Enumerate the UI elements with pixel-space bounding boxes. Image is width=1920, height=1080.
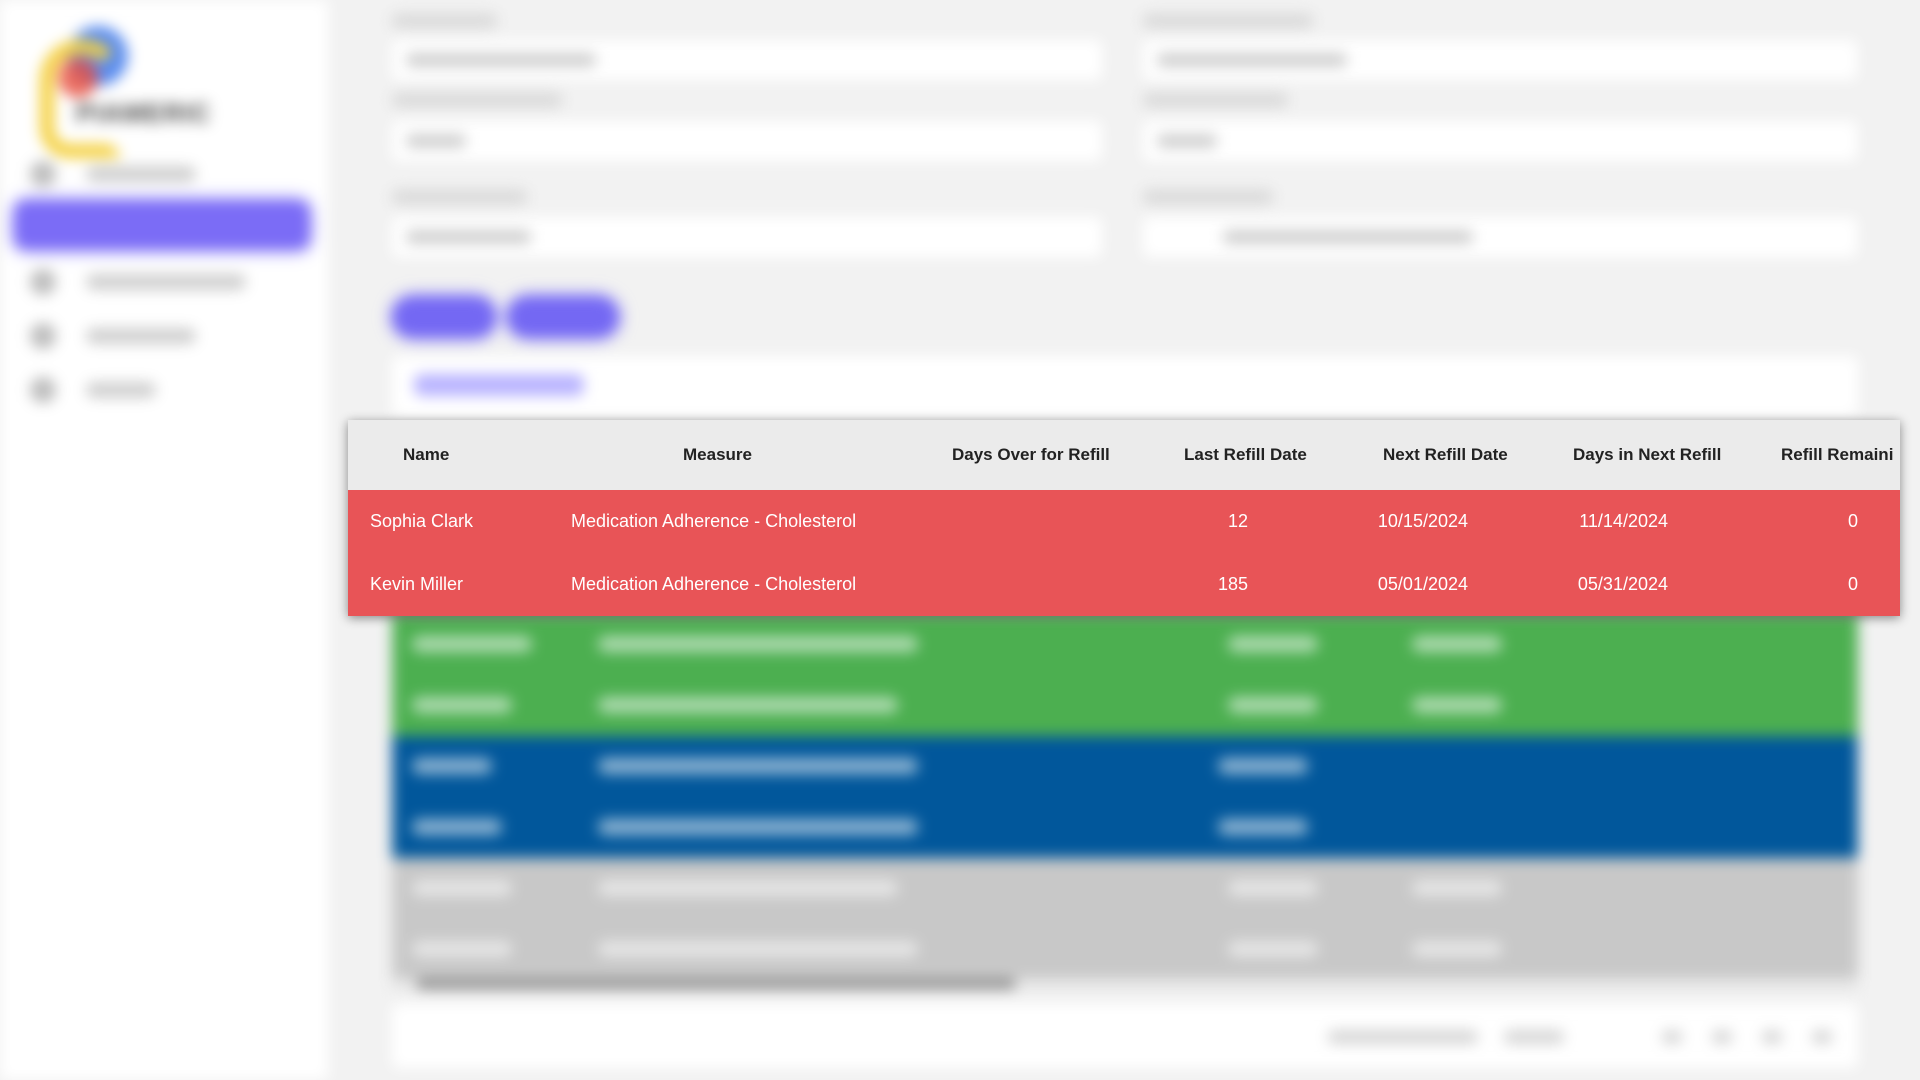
column-header-days-over[interactable]: Days Over for Refill bbox=[952, 445, 1110, 464]
apply-button[interactable] bbox=[392, 296, 496, 338]
table-row[interactable] bbox=[392, 736, 1858, 797]
gear-icon bbox=[30, 323, 56, 349]
table-header: Name Measure Days Over for Refill Last R… bbox=[348, 420, 1900, 490]
table-row[interactable]: Kevin Miller Medication Adherence - Chol… bbox=[348, 553, 1900, 616]
cell-days-next: 0 bbox=[1847, 574, 1858, 594]
sidebar-item-5[interactable] bbox=[30, 372, 290, 408]
sidebar-item-active[interactable] bbox=[14, 200, 310, 250]
sidebar-item-4[interactable] bbox=[30, 318, 290, 354]
list-icon bbox=[30, 269, 56, 295]
reset-button[interactable] bbox=[507, 296, 619, 338]
app-logo: PIAMERIC bbox=[28, 20, 210, 158]
patient-table: Name Measure Days Over for Refill Last R… bbox=[348, 420, 1900, 616]
cell-measure: Medication Adherence - Cholesterol bbox=[571, 574, 857, 594]
options-icon bbox=[30, 377, 56, 403]
table-row[interactable] bbox=[392, 797, 1858, 858]
cell-next-refill: 05/31/2024 bbox=[1577, 574, 1668, 594]
column-header-next-refill[interactable]: Next Refill Date bbox=[1383, 445, 1508, 464]
pagination-bar bbox=[392, 1004, 1858, 1068]
sidebar-item-3[interactable] bbox=[30, 264, 290, 300]
sidebar-item-1[interactable] bbox=[30, 156, 290, 192]
filter-select-5[interactable] bbox=[392, 217, 1102, 257]
search-input[interactable] bbox=[1143, 217, 1857, 257]
filter-select-3[interactable] bbox=[392, 121, 1102, 161]
table-row[interactable] bbox=[392, 919, 1858, 980]
column-header-name[interactable]: Name bbox=[403, 445, 450, 464]
column-header-refill-remaining[interactable]: Refill Remaini bbox=[1781, 445, 1894, 464]
sidebar: PIAMERIC bbox=[0, 0, 328, 1080]
cell-days-over: 185 bbox=[1217, 574, 1248, 594]
table-row[interactable] bbox=[392, 858, 1858, 919]
filter-select-2[interactable] bbox=[1143, 40, 1857, 80]
scrollbar-thumb[interactable] bbox=[416, 979, 1016, 989]
horizontal-scrollbar[interactable] bbox=[392, 978, 1858, 990]
table-row[interactable]: Sophia Clark Medication Adherence - Chol… bbox=[348, 490, 1900, 553]
dashboard-icon bbox=[30, 161, 56, 187]
cell-last-refill: 05/01/2024 bbox=[1377, 574, 1468, 594]
column-header-days-next[interactable]: Days in Next Refill bbox=[1573, 445, 1722, 464]
cell-next-refill: 11/14/2024 bbox=[1579, 511, 1668, 531]
column-header-measure[interactable]: Measure bbox=[683, 445, 752, 464]
table-row[interactable] bbox=[392, 675, 1858, 736]
column-header-last-refill[interactable]: Last Refill Date bbox=[1184, 445, 1307, 464]
cell-name: Kevin Miller bbox=[370, 574, 464, 594]
cell-days-next: 0 bbox=[1847, 511, 1858, 531]
cell-last-refill: 10/15/2024 bbox=[1377, 511, 1468, 531]
cell-days-over: 12 bbox=[1227, 511, 1248, 531]
cell-measure: Medication Adherence - Cholesterol bbox=[571, 511, 857, 531]
patient-list-card bbox=[392, 356, 1858, 416]
filter-select-1[interactable] bbox=[392, 40, 1102, 80]
filter-select-4[interactable] bbox=[1143, 121, 1857, 161]
table-row[interactable] bbox=[392, 614, 1858, 675]
cell-name: Sophia Clark bbox=[370, 511, 474, 531]
